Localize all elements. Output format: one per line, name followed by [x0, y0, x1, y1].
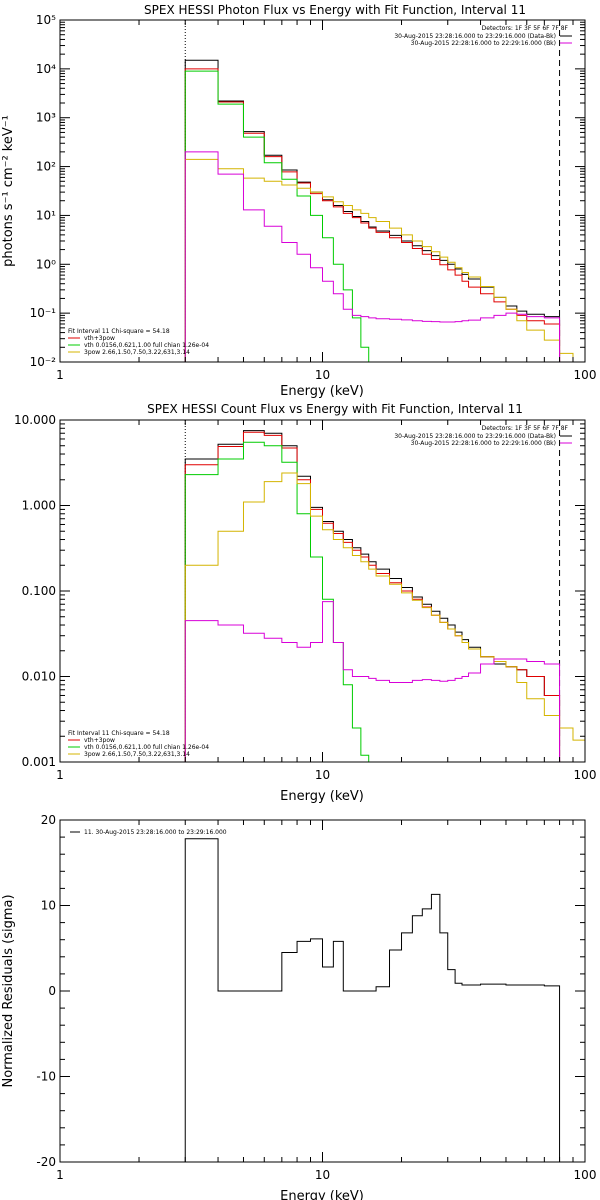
detectors-label: Detectors: 1F 3F 5F 6F 7F 8F — [482, 425, 569, 432]
y-axis-label: Normalized Residuals (sigma) — [1, 894, 16, 1087]
count-flux-panel: SPEX HESSI Count Flux vs Energy with Fit… — [14, 402, 596, 804]
plot-area — [184, 838, 561, 1162]
panel-title: SPEX HESSI Count Flux vs Energy with Fit… — [147, 402, 523, 416]
y-axis-label: photons s⁻¹ cm⁻² keV⁻¹ — [1, 115, 16, 267]
y-tick-label: 10² — [36, 160, 56, 174]
legend-data-bk-text: 30-Aug-2015 23:28:16.000 to 23:29:16.000… — [394, 33, 556, 40]
legend-bk-text: 30-Aug-2015 22:28:16.000 to 22:29:16.000… — [411, 40, 556, 47]
legend-bk-text: 30-Aug-2015 22:28:16.000 to 22:29:16.000… — [411, 440, 556, 447]
residual-legend-text: 11. 30-Aug-2015 23:28:16.000 to 23:29:16… — [84, 829, 227, 836]
x-axis-label: Energy (keV) — [280, 789, 364, 804]
y-tick-label: 10.000 — [14, 413, 56, 427]
series-vth-3pow — [184, 431, 561, 762]
legend-data-bk-text: 30-Aug-2015 23:28:16.000 to 23:29:16.000… — [394, 433, 556, 440]
y-tick-label: 10 — [41, 899, 56, 913]
series-data-bk — [184, 430, 561, 762]
y-tick-label: -10 — [36, 1070, 56, 1084]
residual-legend: 11. 30-Aug-2015 23:28:16.000 to 23:29:16… — [70, 829, 227, 836]
y-tick-label: 0.001 — [22, 755, 56, 769]
photon-flux-panel: SPEX HESSI Photon Flux vs Energy with Fi… — [1, 3, 596, 399]
y-tick-label: 0.100 — [22, 584, 56, 598]
panel-title: SPEX HESSI Photon Flux vs Energy with Fi… — [144, 3, 526, 17]
fit-legend-3pow-text: 3pow 2.66,1.50,7.50,3.22,631,3.14 — [84, 751, 190, 758]
fit-legend-vth-3pow-text: vth+3pow — [84, 737, 115, 744]
series-residuals — [184, 838, 561, 1162]
fit-legend-vth-3pow: vth+3pow — [68, 335, 115, 342]
fit-legend-3pow: 3pow 2.66,1.50,7.50,3.22,631,3.14 — [68, 751, 190, 758]
series-vth — [184, 70, 370, 362]
detectors-label: Detectors: 1F 3F 5F 6F 7F 8F — [482, 25, 569, 32]
x-tick-label: 100 — [574, 768, 597, 782]
series-vth — [184, 441, 370, 762]
fit-legend-vth-3pow: vth+3pow — [68, 737, 115, 744]
y-tick-label: 10⁵ — [36, 13, 56, 27]
fit-legend-vth-text: vth 0.0156,0.621,1.00 full chian 1.26e-0… — [84, 744, 209, 751]
series-data-bk — [184, 59, 561, 362]
plot-area — [184, 420, 585, 762]
series-vth-3pow — [184, 68, 561, 362]
legend-bk: 30-Aug-2015 22:28:16.000 to 22:29:16.000… — [411, 440, 572, 447]
fit-legend-vth-text: vth 0.0156,0.621,1.00 full chian 1.26e-0… — [84, 342, 209, 349]
y-tick-label: 10¹ — [36, 208, 56, 222]
x-tick-label: 10 — [315, 1168, 330, 1182]
x-tick-label: 100 — [574, 1168, 597, 1182]
plot-frame — [59, 19, 586, 363]
x-axis-label: Energy (keV) — [280, 384, 364, 399]
fit-legend-vth-3pow-text: vth+3pow — [84, 335, 115, 342]
y-tick-label: 10⁰ — [36, 257, 56, 271]
legend-bk: 30-Aug-2015 22:28:16.000 to 22:29:16.000… — [411, 40, 572, 47]
y-tick-label: 10⁻¹ — [30, 306, 57, 320]
y-tick-label: 0.010 — [22, 670, 56, 684]
x-tick-label: 100 — [574, 368, 597, 382]
series-3pow — [184, 472, 585, 762]
x-tick-label: 1 — [56, 768, 64, 782]
y-tick-label: 0 — [48, 984, 56, 998]
y-tick-label: 20 — [41, 813, 56, 827]
y-tick-label: 10³ — [36, 111, 56, 125]
fit-legend-vth: vth 0.0156,0.621,1.00 full chian 1.26e-0… — [68, 744, 209, 751]
series-3pow — [184, 158, 585, 362]
plot-frame — [59, 819, 586, 1163]
y-tick-label: -20 — [36, 1155, 56, 1169]
x-tick-label: 1 — [56, 1168, 64, 1182]
fit-legend-3pow-text: 3pow 2.66,1.50,7.50,3.22,631,3.14 — [84, 349, 190, 356]
fit-legend-3pow: 3pow 2.66,1.50,7.50,3.22,631,3.14 — [68, 349, 190, 356]
x-axis-label: Energy (keV) — [280, 1189, 364, 1200]
x-tick-label: 1 — [56, 368, 64, 382]
x-tick-label: 10 — [315, 768, 330, 782]
residuals-panel: 1 10 100 -20 -10 0 10 20 Energy (keV) Normalize… — [1, 813, 596, 1200]
legend-data-bk: 30-Aug-2015 23:28:16.000 to 23:29:16.000… — [394, 433, 572, 440]
y-tick-label: 10⁴ — [36, 62, 56, 76]
plot-area — [184, 20, 585, 362]
y-tick-label: 1.000 — [22, 499, 56, 513]
fit-legend-header: Fit Interval 11 Chi-square = 54.18 — [68, 328, 170, 335]
series-bk — [184, 151, 561, 362]
fit-legend-vth: vth 0.0156,0.621,1.00 full chian 1.26e-0… — [68, 342, 209, 349]
series-bk — [184, 601, 561, 762]
legend-data-bk: 30-Aug-2015 23:28:16.000 to 23:29:16.000… — [394, 33, 572, 40]
y-tick-label: 10⁻² — [30, 355, 57, 369]
fit-legend-header: Fit Interval 11 Chi-square = 54.18 — [68, 730, 170, 737]
x-tick-label: 10 — [315, 368, 330, 382]
